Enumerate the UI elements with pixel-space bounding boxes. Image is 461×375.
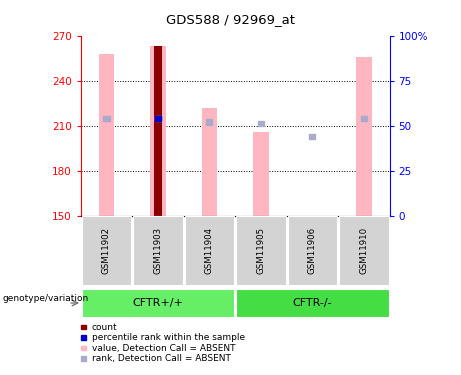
Text: CFTR-/-: CFTR-/- <box>293 298 332 308</box>
Text: GSM11910: GSM11910 <box>359 227 368 274</box>
Bar <box>361 116 367 121</box>
Text: GSM11903: GSM11903 <box>154 227 162 274</box>
Text: value, Detection Call = ABSENT: value, Detection Call = ABSENT <box>92 344 235 352</box>
Bar <box>309 134 315 139</box>
Bar <box>99 54 114 216</box>
Bar <box>103 116 110 121</box>
Bar <box>155 116 161 121</box>
Text: percentile rank within the sample: percentile rank within the sample <box>92 333 245 342</box>
Text: count: count <box>92 322 118 332</box>
Text: rank, Detection Call = ABSENT: rank, Detection Call = ABSENT <box>92 354 230 363</box>
Text: GSM11906: GSM11906 <box>308 227 317 274</box>
Bar <box>155 116 161 121</box>
Bar <box>258 121 264 126</box>
Text: GSM11905: GSM11905 <box>256 227 266 274</box>
Text: GDS588 / 92969_at: GDS588 / 92969_at <box>166 13 295 26</box>
Text: genotype/variation: genotype/variation <box>2 294 89 303</box>
Bar <box>253 132 269 216</box>
Text: GSM11902: GSM11902 <box>102 227 111 274</box>
Bar <box>356 57 372 216</box>
Bar <box>201 108 217 216</box>
Bar <box>154 46 162 216</box>
Bar <box>206 119 213 124</box>
Text: GSM11904: GSM11904 <box>205 227 214 274</box>
Text: CFTR+/+: CFTR+/+ <box>132 298 183 308</box>
Bar <box>150 46 165 216</box>
